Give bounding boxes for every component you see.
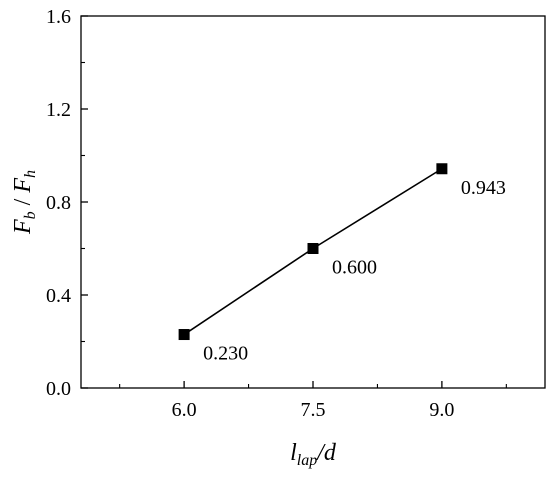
- x-tick-label: 7.5: [301, 399, 326, 421]
- y-axis-label-den: F: [10, 178, 36, 194]
- x-tick-label: 6.0: [172, 399, 197, 421]
- y-axis-label: Fb / Fh: [10, 170, 39, 235]
- x-axis-label-tail: /d: [315, 440, 337, 466]
- x-tick-label: 9.0: [429, 399, 454, 421]
- y-tick-label: 0.8: [46, 192, 71, 214]
- y-tick-label: 0.0: [46, 378, 71, 400]
- y-axis: 0.0 0.4 0.8 1.2 1.6: [46, 6, 88, 400]
- x-axis-label-sub: lap: [297, 452, 317, 469]
- data-label: 0.600: [332, 257, 377, 279]
- x-axis-label: llap/d: [290, 440, 337, 469]
- data-label: 0.943: [461, 177, 506, 199]
- y-axis-label-num: F: [10, 219, 36, 235]
- series-layer: 0.230 0.600 0.943: [178, 163, 506, 365]
- y-tick-label: 0.4: [46, 285, 71, 307]
- data-point: [178, 329, 190, 341]
- data-label: 0.230: [203, 343, 248, 365]
- plot-frame: [80, 15, 546, 389]
- x-axis-label-base: l: [290, 440, 297, 466]
- y-tick-label: 1.2: [46, 99, 71, 121]
- data-point: [307, 243, 319, 254]
- y-axis-label-num-sub: b: [22, 211, 39, 219]
- y-tick-label: 1.6: [46, 6, 71, 28]
- data-point: [436, 163, 448, 175]
- x-axis: 6.0 7.5 9.0: [119, 381, 507, 421]
- y-axis-label-sep: /: [10, 193, 36, 212]
- y-axis-label-den-sub: h: [22, 170, 39, 178]
